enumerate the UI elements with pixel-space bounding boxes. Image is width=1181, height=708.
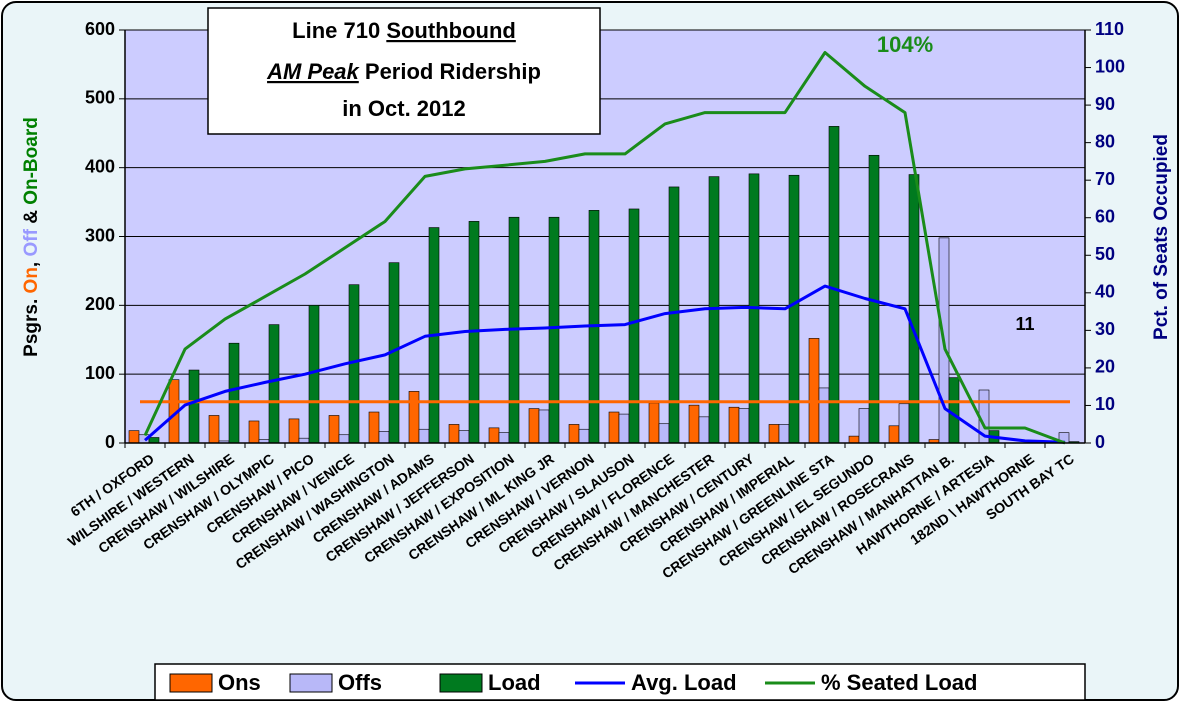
bar — [488, 427, 500, 444]
bar — [418, 428, 430, 444]
title-line: in Oct. 2012 — [342, 96, 466, 121]
y-tick-label: 400 — [85, 156, 115, 176]
bar — [268, 324, 280, 444]
bar — [828, 126, 840, 444]
title-box — [207, 7, 601, 135]
bar — [688, 404, 700, 444]
bar — [658, 423, 670, 444]
bar — [328, 415, 340, 444]
legend-swatch — [439, 673, 483, 693]
bar — [548, 216, 560, 444]
bar — [578, 428, 590, 444]
bar — [848, 435, 860, 444]
bar — [448, 424, 460, 444]
y-tick-label: 600 — [85, 19, 115, 39]
bar — [128, 430, 140, 444]
bar — [858, 408, 870, 444]
y-axis-label-part: Psgrs. — [21, 293, 42, 356]
legend: Ons Offs Load Avg. Load % Seated Load — [169, 670, 977, 695]
line — [143, 51, 1066, 445]
title-part: Southbound — [386, 18, 516, 43]
legend-swatch — [169, 673, 213, 693]
bar — [248, 420, 260, 444]
title-line: Line 710 Southbound — [292, 18, 516, 43]
bar — [528, 408, 540, 444]
bar — [618, 413, 630, 444]
bar — [208, 415, 220, 444]
line — [144, 284, 1066, 444]
bar — [698, 416, 710, 444]
y2-tick-label: 10 — [1095, 394, 1115, 414]
y-axis-label-part: On — [21, 267, 42, 293]
bar — [648, 402, 660, 444]
bar — [498, 432, 510, 444]
bar — [538, 409, 550, 444]
bar — [888, 425, 900, 444]
y2-tick-label: 90 — [1095, 94, 1115, 114]
bar — [368, 411, 380, 444]
reference-label: 11 — [1015, 314, 1034, 334]
y2-tick-label: 40 — [1095, 282, 1115, 302]
bar — [188, 369, 200, 444]
bar — [818, 387, 830, 444]
y-tick-label: 100 — [85, 363, 115, 383]
y-tick-label: 200 — [85, 294, 115, 314]
y-tick-label: 300 — [85, 225, 115, 245]
y2-tick-label: 60 — [1095, 206, 1115, 226]
bar — [768, 424, 780, 444]
bar — [898, 403, 910, 444]
y-axis-label-part: On-Board — [21, 117, 42, 205]
bar — [288, 418, 300, 444]
y2-tick-label: 110 — [1095, 19, 1124, 39]
title-line: AM Peak Period Ridership — [266, 59, 541, 84]
title-part: Line 710 — [292, 18, 386, 43]
bar — [808, 338, 820, 444]
y2-tick-label: 20 — [1095, 357, 1115, 377]
y2-tick-label: 30 — [1095, 319, 1115, 339]
bar — [948, 377, 960, 444]
y2-tick-label: 100 — [1095, 56, 1125, 76]
annotation: 104% — [877, 32, 933, 57]
y2-tick-label: 0 — [1095, 432, 1105, 452]
y2-tick-label: 80 — [1095, 131, 1115, 151]
y-axis-label-part: & — [21, 205, 42, 229]
title-part: Period Ridership — [359, 59, 541, 84]
bar — [668, 186, 680, 444]
legend-label: Offs — [338, 670, 382, 695]
bar — [458, 430, 470, 444]
bar — [148, 437, 160, 444]
title-part: AM Peak — [266, 59, 360, 84]
y-tick-label: 500 — [85, 88, 115, 108]
bar — [728, 406, 740, 444]
legend-swatch — [289, 673, 333, 693]
bar — [378, 430, 390, 444]
bar — [568, 424, 580, 444]
bar — [228, 342, 240, 444]
bar — [778, 424, 790, 444]
legend-label: Ons — [218, 670, 261, 695]
y-axis-label-part: , — [21, 257, 42, 268]
y2-tick-label: 70 — [1095, 169, 1115, 189]
bar — [628, 208, 640, 444]
bar — [408, 391, 420, 444]
legend-label: Load — [488, 670, 541, 695]
legend-label: Avg. Load — [631, 670, 737, 695]
y-axis-label-part: Off — [21, 228, 42, 256]
legend-label: % Seated Load — [821, 670, 977, 695]
bar — [338, 434, 350, 444]
bar — [738, 408, 750, 444]
bar — [608, 411, 620, 444]
y-axis-label: Psgrs. On, Off & On-Board — [21, 117, 42, 357]
y-tick-label: 0 — [105, 432, 115, 452]
y2-tick-label: 50 — [1095, 244, 1115, 264]
y2-axis-label: Pct. of Seats Occupied — [1151, 134, 1172, 340]
